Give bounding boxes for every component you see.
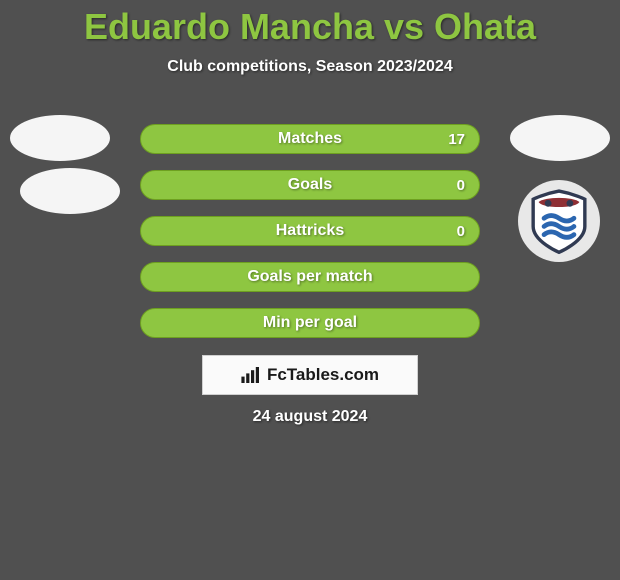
stat-row-matches: Matches 17 [140,124,480,154]
stat-row-hattricks: Hattricks 0 [140,216,480,246]
date-label: 24 august 2024 [0,408,620,426]
club-badge [518,180,600,262]
stats-container: Matches 17 Goals 0 Hattricks 0 Goals per… [140,124,480,354]
stat-row-goals: Goals 0 [140,170,480,200]
bars-icon [241,367,261,383]
stat-label: Hattricks [276,222,344,240]
stat-label: Goals per match [247,268,372,286]
crest-icon [525,187,593,255]
brand-text: FcTables.com [267,365,379,385]
stat-label: Min per goal [263,314,357,332]
player1-avatar-2 [20,168,120,214]
page-title: Eduardo Mancha vs Ohata [0,0,620,48]
stat-value-right: 17 [448,131,465,148]
stat-label: Matches [278,130,342,148]
page-subtitle: Club competitions, Season 2023/2024 [0,58,620,76]
player2-avatar-1 [510,115,610,161]
stat-label: Goals [288,176,332,194]
brand-link[interactable]: FcTables.com [202,355,418,395]
player1-avatar-1 [10,115,110,161]
stat-row-goals-per-match: Goals per match [140,262,480,292]
stat-value-right: 0 [457,223,465,240]
stat-row-min-per-goal: Min per goal [140,308,480,338]
stat-value-right: 0 [457,177,465,194]
